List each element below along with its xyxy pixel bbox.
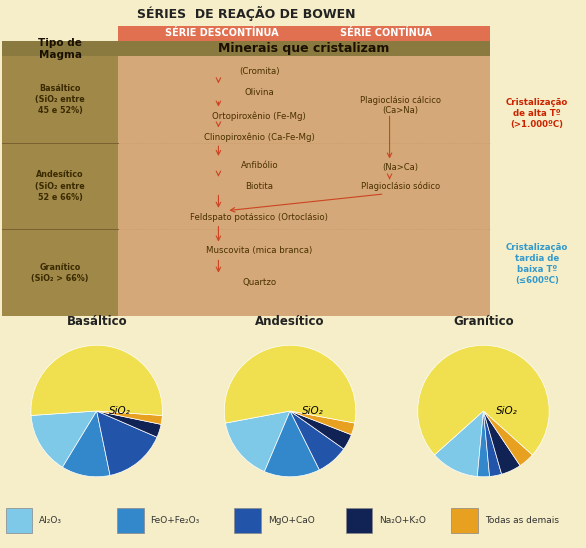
Bar — [118, 26, 490, 41]
Wedge shape — [224, 345, 356, 423]
Text: Basáltico
(SiO₂ entre
45 e 52%): Basáltico (SiO₂ entre 45 e 52%) — [35, 84, 85, 115]
Bar — [346, 508, 372, 533]
Bar — [118, 41, 490, 56]
Bar — [2, 41, 118, 56]
Text: Feldspato potássico (Ortoclásio): Feldspato potássico (Ortoclásio) — [190, 213, 328, 222]
Text: Clinopiroxênio (Ca-Fe-Mg): Clinopiroxênio (Ca-Fe-Mg) — [204, 132, 315, 141]
Text: Al₂O₃: Al₂O₃ — [39, 516, 62, 525]
Bar — [118, 56, 490, 316]
Wedge shape — [290, 411, 352, 449]
Text: Granítico
(SiO₂ > 66%): Granítico (SiO₂ > 66%) — [31, 262, 88, 283]
Text: (Cromita): (Cromita) — [239, 67, 280, 77]
Text: Todas as demais: Todas as demais — [485, 516, 558, 525]
Wedge shape — [483, 411, 502, 476]
Wedge shape — [264, 411, 319, 477]
Text: Quartzo: Quartzo — [242, 278, 277, 287]
Text: Na₂O+K₂O: Na₂O+K₂O — [379, 516, 426, 525]
Text: Olivina: Olivina — [244, 88, 274, 97]
Text: Cristalização
tardia de
baixa Tº
(≤600ºC): Cristalização tardia de baixa Tº (≤600ºC… — [506, 243, 568, 285]
Text: Muscovita (mica branca): Muscovita (mica branca) — [206, 247, 312, 255]
Text: SÉRIE CONTÍNUA: SÉRIE CONTÍNUA — [340, 28, 432, 38]
Bar — [451, 508, 478, 533]
Title: Basáltico: Basáltico — [66, 315, 127, 328]
Wedge shape — [226, 411, 290, 472]
Title: Granítico: Granítico — [453, 315, 514, 328]
Text: Plagioclásio sódico: Plagioclásio sódico — [361, 181, 440, 191]
Bar — [117, 508, 144, 533]
Text: Cristalização
de alta Tº
(>1.000ºC): Cristalização de alta Tº (>1.000ºC) — [506, 98, 568, 129]
Text: (Na>Ca): (Na>Ca) — [383, 163, 419, 173]
Wedge shape — [97, 411, 161, 437]
Bar — [234, 508, 261, 533]
Text: Plagioclásio cálcico
(Ca>Na): Plagioclásio cálcico (Ca>Na) — [360, 96, 441, 116]
Bar — [6, 508, 32, 533]
Wedge shape — [63, 411, 110, 477]
Wedge shape — [483, 411, 533, 466]
Wedge shape — [97, 411, 162, 424]
Text: SÉRIE DESCONTÍNUA: SÉRIE DESCONTÍNUA — [165, 28, 279, 38]
Text: Andesítico
(SiO₂ entre
52 e 66%): Andesítico (SiO₂ entre 52 e 66%) — [35, 170, 85, 202]
Text: FeO+Fe₂O₃: FeO+Fe₂O₃ — [151, 516, 200, 525]
Wedge shape — [478, 411, 489, 477]
Text: Minerais que cristalizam: Minerais que cristalizam — [219, 42, 390, 55]
Bar — [2, 56, 118, 316]
Wedge shape — [31, 411, 97, 467]
Text: Ortopiroxênio (Fe-Mg): Ortopiroxênio (Fe-Mg) — [213, 111, 306, 121]
Text: SÉRIES  DE REAÇÃO DE BOWEN: SÉRIES DE REAÇÃO DE BOWEN — [137, 6, 355, 21]
Title: Andesítico: Andesítico — [255, 315, 325, 328]
Text: Tipo de
Magma: Tipo de Magma — [38, 38, 82, 60]
Wedge shape — [434, 411, 483, 476]
Wedge shape — [290, 411, 355, 435]
Wedge shape — [483, 411, 520, 474]
Wedge shape — [31, 345, 162, 415]
Text: Biotita: Biotita — [246, 181, 273, 191]
Text: SiO₂: SiO₂ — [302, 406, 324, 416]
Text: SiO₂: SiO₂ — [109, 406, 131, 416]
Text: SiO₂: SiO₂ — [496, 406, 517, 416]
Wedge shape — [97, 411, 157, 475]
Wedge shape — [418, 345, 549, 455]
Text: MgO+CaO: MgO+CaO — [268, 516, 315, 525]
Text: Anfibólio: Anfibólio — [240, 161, 278, 170]
Wedge shape — [290, 411, 344, 470]
